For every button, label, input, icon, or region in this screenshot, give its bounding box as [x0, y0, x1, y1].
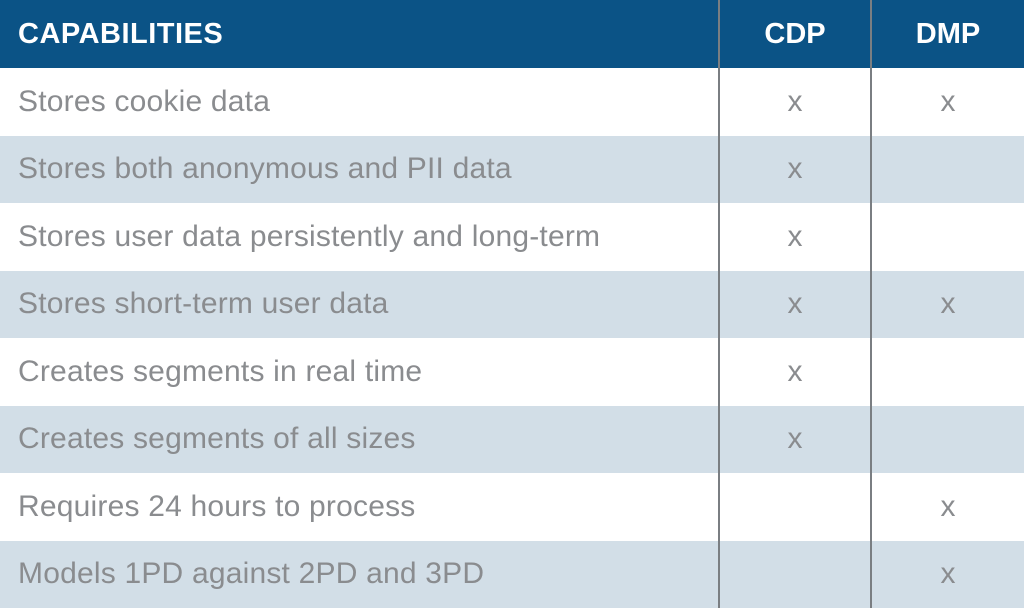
capability-cell: Models 1PD against 2PD and 3PD — [0, 540, 720, 608]
capability-label: Creates segments of all sizes — [18, 422, 416, 456]
table-row: Stores cookie data x x — [0, 68, 1024, 136]
dmp-mark: x — [940, 84, 956, 118]
cdp-mark: x — [787, 219, 803, 253]
table-row: Models 1PD against 2PD and 3PD x — [0, 540, 1024, 609]
table-row: Stores user data persistently and long-t… — [0, 203, 1024, 271]
cdp-cell — [720, 540, 872, 608]
dmp-cell — [872, 203, 1024, 271]
cdp-cell: x — [720, 405, 872, 473]
capability-label: Creates segments in real time — [18, 354, 423, 388]
dmp-cell — [872, 338, 1024, 406]
capability-label: Requires 24 hours to process — [18, 489, 416, 523]
table-row: Creates segments in real time x — [0, 338, 1024, 406]
cdp-mark: x — [787, 152, 803, 186]
capability-cell: Stores user data persistently and long-t… — [0, 203, 720, 271]
dmp-cell: x — [872, 68, 1024, 136]
dmp-mark: x — [940, 489, 956, 523]
dmp-mark: x — [940, 557, 956, 591]
capability-cell: Creates segments of all sizes — [0, 405, 720, 473]
capability-cell: Stores cookie data — [0, 68, 720, 136]
capability-cell: Creates segments in real time — [0, 338, 720, 406]
cdp-cell: x — [720, 135, 872, 203]
cdp-cell — [720, 473, 872, 541]
cdp-mark: x — [787, 422, 803, 456]
table-row: Stores short-term user data x x — [0, 270, 1024, 339]
dmp-cell: x — [872, 473, 1024, 541]
header-cdp: CDP — [720, 0, 872, 68]
capability-cell: Requires 24 hours to process — [0, 473, 720, 541]
table-row: Requires 24 hours to process x — [0, 473, 1024, 541]
dmp-cell — [872, 136, 1024, 204]
dmp-cell: x — [872, 541, 1024, 609]
header-capabilities: CAPABILITIES — [0, 0, 720, 68]
table-row: Stores both anonymous and PII data x — [0, 135, 1024, 204]
capability-label: Stores both anonymous and PII data — [18, 152, 512, 186]
dmp-cell: x — [872, 271, 1024, 339]
table-header-row: CAPABILITIES CDP DMP — [0, 0, 1024, 68]
capability-cell: Stores both anonymous and PII data — [0, 135, 720, 203]
capability-label: Stores short-term user data — [18, 287, 389, 321]
cdp-mark: x — [787, 354, 803, 388]
header-dmp: DMP — [872, 0, 1024, 68]
cdp-mark: x — [787, 287, 803, 321]
dmp-mark: x — [940, 287, 956, 321]
header-dmp-label: DMP — [915, 17, 981, 50]
capability-cell: Stores short-term user data — [0, 270, 720, 338]
capability-label: Stores cookie data — [18, 84, 271, 118]
table-row: Creates segments of all sizes x — [0, 405, 1024, 474]
cdp-cell: x — [720, 203, 872, 271]
cdp-cell: x — [720, 68, 872, 136]
dmp-cell — [872, 406, 1024, 474]
capability-label: Stores user data persistently and long-t… — [18, 219, 601, 253]
header-capabilities-label: CAPABILITIES — [18, 17, 224, 50]
cdp-cell: x — [720, 338, 872, 406]
cdp-cell: x — [720, 270, 872, 338]
capability-label: Models 1PD against 2PD and 3PD — [18, 557, 485, 591]
cdp-mark: x — [787, 84, 803, 118]
header-cdp-label: CDP — [764, 17, 826, 50]
